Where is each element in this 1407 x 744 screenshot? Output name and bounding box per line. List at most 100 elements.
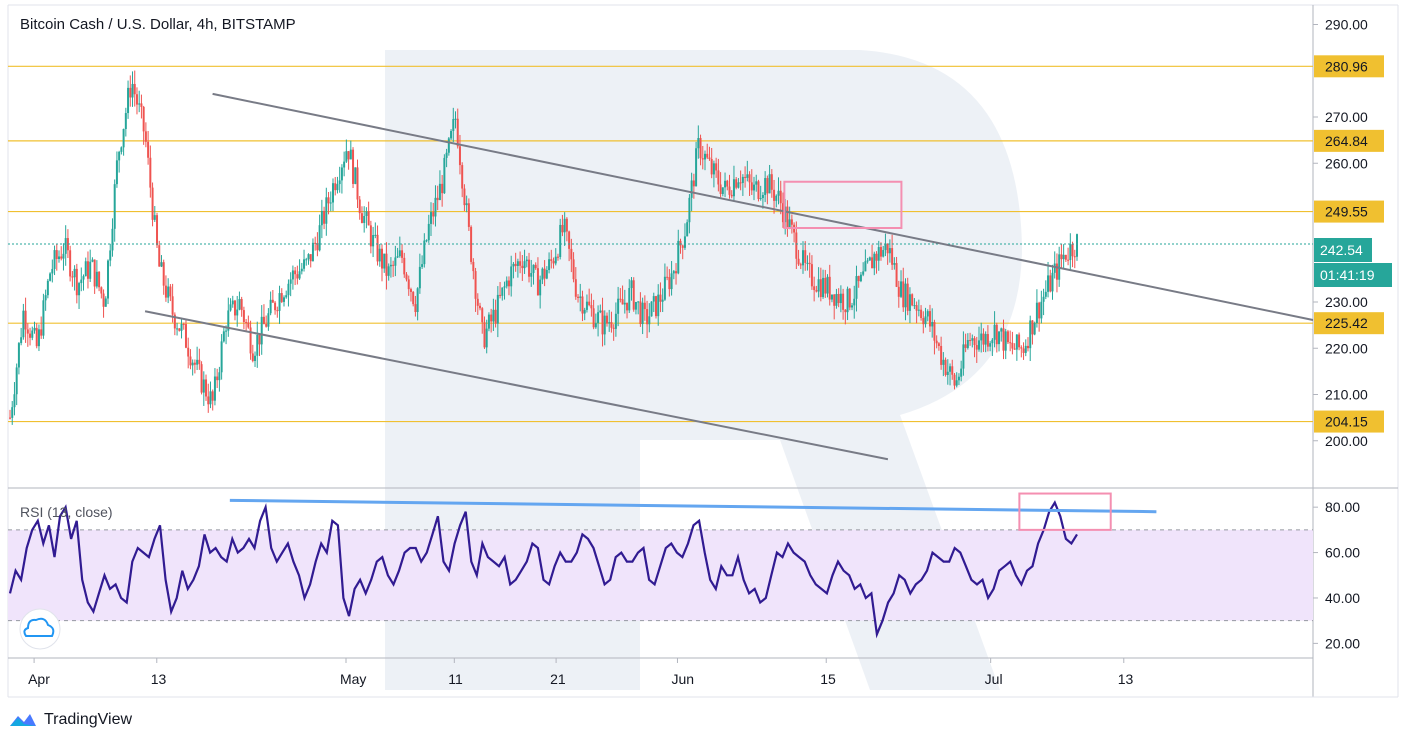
- candle-body: [848, 288, 851, 308]
- candle-body: [503, 286, 506, 288]
- candle-body: [951, 366, 954, 375]
- candle-body: [231, 300, 234, 305]
- candle-body: [51, 268, 54, 274]
- candle-body: [202, 379, 205, 393]
- candle-body: [1062, 254, 1065, 260]
- price-axis[interactable]: 280.96 264.84 249.55 225.42 204.15 290.00 270.…: [1313, 17, 1384, 652]
- candle-body: [568, 231, 571, 249]
- candle-body: [773, 189, 776, 201]
- candle-body: [494, 309, 497, 324]
- trendline[interactable]: [144, 310, 889, 461]
- candle-body: [935, 340, 938, 344]
- candle-body: [122, 129, 125, 148]
- candle-body: [977, 340, 980, 350]
- candle-body: [363, 215, 366, 223]
- candle-body: [614, 313, 617, 329]
- candle-body: [737, 182, 740, 188]
- price-pane[interactable]: [8, 65, 1314, 461]
- candle-body: [877, 247, 880, 261]
- candle-body: [668, 277, 671, 290]
- candle-body: [398, 250, 401, 257]
- candle-body: [744, 176, 747, 178]
- candle-body: [249, 327, 252, 354]
- candle-body: [844, 309, 847, 313]
- chart-title: Bitcoin Cash / U.S. Dollar, 4h, BITSTAMP: [20, 16, 296, 33]
- candle-body: [926, 311, 929, 317]
- y-tick-label: 220.00: [1325, 340, 1368, 356]
- candle-body: [846, 288, 849, 313]
- rsi-band: [8, 529, 1313, 621]
- time-axis[interactable]: Apr 13 May 11 21 Jun 15 Jul 13: [28, 658, 1134, 687]
- candle-body: [750, 182, 753, 191]
- candle-body: [383, 253, 386, 269]
- candle-body: [706, 153, 709, 158]
- candle-body: [389, 264, 392, 267]
- candle-body: [871, 257, 874, 269]
- candle-body: [924, 316, 927, 325]
- candle-body: [842, 293, 845, 310]
- candle-body: [1069, 244, 1072, 261]
- candle-body: [1071, 244, 1074, 257]
- candle-body: [864, 261, 867, 272]
- candle-body: [962, 344, 965, 369]
- candle-body: [940, 345, 943, 365]
- candle-body: [430, 212, 433, 224]
- candle-body: [17, 343, 20, 368]
- candle-body: [93, 259, 96, 287]
- candle-body: [300, 268, 303, 272]
- candle-body: [601, 310, 604, 335]
- candle-body: [895, 263, 898, 287]
- candle-body: [53, 250, 56, 269]
- candle-body: [605, 315, 608, 324]
- level-label: 249.55: [1325, 204, 1368, 220]
- candle-body: [60, 256, 63, 259]
- candle-body: [875, 253, 878, 261]
- candle-body: [487, 314, 490, 329]
- candle-body: [260, 316, 263, 345]
- candle-body: [501, 287, 504, 296]
- candle-body: [102, 293, 105, 307]
- x-tick-label: May: [340, 671, 366, 687]
- candle-body: [89, 261, 92, 279]
- candle-body: [984, 334, 987, 345]
- candle-body: [724, 180, 727, 188]
- rsi-pane[interactable]: [8, 492, 1313, 639]
- rsi-highlight-box[interactable]: [1018, 492, 1112, 531]
- candle-body: [450, 130, 453, 139]
- candle-body: [837, 293, 840, 304]
- footer-brand[interactable]: TradingView: [8, 708, 132, 732]
- candle-body: [688, 197, 691, 223]
- candle-body: [1064, 254, 1067, 260]
- candle-body: [695, 148, 698, 187]
- candle-body: [1035, 302, 1038, 324]
- candle-body: [314, 242, 317, 244]
- candle-body: [347, 151, 350, 160]
- candle-body: [505, 280, 508, 287]
- highlight-box[interactable]: [783, 180, 903, 229]
- candle-body: [597, 312, 600, 324]
- candle-body: [343, 161, 346, 168]
- candle-body: [367, 211, 370, 226]
- candle-body: [187, 347, 190, 357]
- indicator-toggle-button[interactable]: [19, 608, 61, 650]
- candle-body: [628, 288, 631, 311]
- candle-body: [452, 119, 455, 131]
- candle-body: [1044, 291, 1047, 297]
- candle-body: [158, 245, 161, 267]
- candle-body: [810, 264, 813, 287]
- candle-body: [381, 248, 384, 269]
- candle-body: [550, 259, 553, 261]
- candle-body: [247, 322, 250, 328]
- trendline[interactable]: [212, 92, 866, 229]
- rsi-trendline[interactable]: [229, 498, 1157, 514]
- y-tick-label: 230.00: [1325, 294, 1368, 310]
- candle-body: [443, 157, 446, 194]
- candle-body: [147, 141, 150, 158]
- candle-body: [490, 314, 493, 322]
- candle-body: [111, 228, 114, 251]
- candle-body: [1067, 259, 1070, 261]
- candle-body: [828, 276, 831, 300]
- candle-body: [1029, 320, 1032, 349]
- candle-body: [610, 322, 613, 328]
